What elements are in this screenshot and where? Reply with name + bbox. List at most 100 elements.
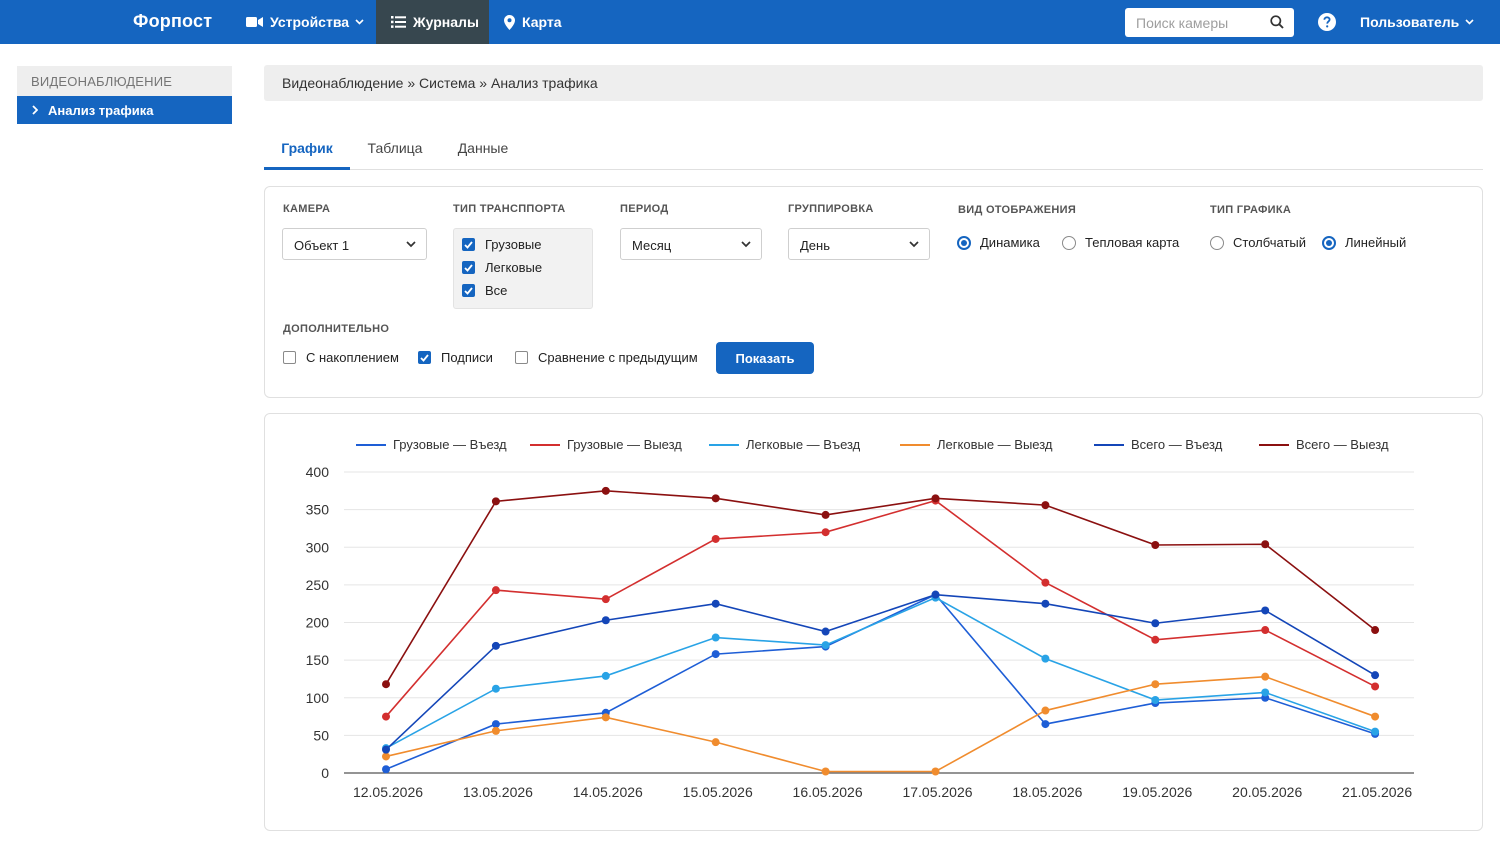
x-tick-label: 20.05.2026 (1232, 784, 1302, 800)
search-icon[interactable] (1270, 15, 1284, 29)
legend-swatch (1094, 443, 1124, 446)
transport-option-all[interactable]: Все (462, 283, 507, 298)
transport-option-trucks[interactable]: Грузовые (462, 237, 541, 252)
user-menu[interactable]: Пользователь (1360, 0, 1474, 44)
data-point (1041, 706, 1050, 715)
tab-table[interactable]: Таблица (367, 140, 423, 156)
checkbox-checked-icon[interactable] (462, 238, 475, 251)
x-tick-label: 18.05.2026 (1012, 784, 1082, 800)
data-point (382, 680, 390, 689)
x-tick-label: 15.05.2026 (683, 784, 753, 800)
data-point (601, 595, 610, 604)
option-cumulative[interactable]: С накоплением (283, 350, 399, 365)
tab-data[interactable]: Данные (457, 140, 509, 156)
y-tick-label: 150 (306, 652, 330, 668)
legend-item[interactable]: Грузовые — Выезд (530, 437, 682, 452)
y-tick-label: 350 (306, 502, 330, 518)
sidebar-item-label: Анализ трафика (48, 102, 154, 118)
legend-item[interactable]: Легковые — Выезд (900, 437, 1053, 452)
data-point (711, 738, 720, 747)
data-point (1151, 680, 1160, 689)
legend-label: Грузовые — Выезд (567, 437, 682, 452)
traffic-line-chart: 0 50 100 150 200 250 300 350 400 12.05.2026 13.05.… (306, 464, 1414, 800)
nav-map[interactable]: Карта (504, 0, 562, 44)
legend-label: Грузовые — Въезд (393, 437, 507, 452)
tab-bar: График Таблица Данные (264, 128, 1483, 170)
data-point (821, 528, 830, 537)
checkbox-checked-icon[interactable] (462, 284, 475, 297)
series-line (385, 596, 1376, 749)
legend-item[interactable]: Грузовые — Въезд (356, 437, 507, 452)
checkbox-label: Грузовые (485, 237, 542, 252)
radio-dynamics[interactable]: Динамика (957, 235, 1040, 250)
legend-label: Всего — Выезд (1296, 437, 1389, 452)
data-point (821, 767, 830, 776)
data-point (382, 752, 390, 761)
y-tick-label: 100 (306, 690, 330, 706)
legend-item[interactable]: Всего — Въезд (1094, 437, 1222, 452)
x-tick-label: 17.05.2026 (902, 784, 972, 800)
nav-map-label: Карта (522, 14, 562, 30)
radio-selected-icon[interactable] (957, 235, 971, 250)
legend-item[interactable]: Всего — Выезд (1259, 437, 1389, 452)
data-point (1041, 654, 1050, 663)
help-icon[interactable] (1318, 13, 1336, 31)
brand-logo[interactable]: Форпост (133, 11, 213, 31)
search-input[interactable] (1136, 14, 1266, 31)
data-point (491, 641, 500, 650)
series-line (385, 490, 1376, 685)
data-point (1371, 712, 1380, 721)
chevron-down-icon (406, 241, 416, 248)
data-point (1371, 682, 1380, 691)
tab-chart[interactable]: График (264, 128, 350, 170)
nav-devices[interactable]: Устройства (246, 0, 364, 44)
show-button[interactable]: Показать (716, 342, 814, 374)
data-point (1151, 619, 1160, 628)
radio-unselected-icon[interactable] (1210, 235, 1224, 250)
series-line (385, 593, 1376, 751)
checkbox-checked-icon[interactable] (462, 261, 475, 274)
data-point (382, 745, 390, 754)
camera-select[interactable]: Объект 1 (282, 228, 427, 260)
radio-heatmap[interactable]: Тепловая карта (1062, 235, 1179, 250)
grouping-select[interactable]: День (788, 228, 930, 260)
transport-option-cars[interactable]: Легковые (462, 260, 542, 275)
series-line (385, 675, 1376, 773)
transport-type-label: ТИП ТРАНСППОРТА (453, 203, 566, 215)
data-point (601, 713, 610, 722)
option-compare-previous[interactable]: Сравнение с предыдущим (515, 350, 698, 365)
period-select[interactable]: Месяц (620, 228, 762, 260)
checkbox-unchecked-icon[interactable] (283, 351, 296, 364)
radio-bar-chart[interactable]: Столбчатый (1210, 235, 1306, 250)
radio-line-chart[interactable]: Линейный (1322, 235, 1406, 250)
data-point (821, 641, 830, 650)
x-tick-label: 14.05.2026 (573, 784, 643, 800)
checkbox-label: С накоплением (306, 350, 399, 365)
checkbox-unchecked-icon[interactable] (515, 351, 528, 364)
checkbox-checked-icon[interactable] (418, 351, 431, 364)
camera-select-value: Объект 1 (294, 238, 350, 253)
x-tick-label: 21.05.2026 (1342, 784, 1412, 800)
radio-unselected-icon[interactable] (1062, 235, 1076, 250)
legend-item[interactable]: Легковые — Въезд (709, 437, 860, 452)
nav-journals[interactable]: Журналы (376, 0, 489, 44)
data-point (491, 726, 500, 735)
data-point (491, 497, 500, 506)
data-point (1261, 606, 1270, 615)
data-point (821, 627, 830, 636)
chevron-right-icon (32, 105, 38, 115)
radio-selected-icon[interactable] (1322, 235, 1336, 250)
user-menu-label: Пользователь (1360, 14, 1460, 30)
data-point (931, 590, 940, 599)
data-point (382, 765, 390, 774)
data-point (1041, 501, 1050, 510)
option-labels[interactable]: Подписи (418, 350, 493, 365)
sidebar-item-traffic-analysis[interactable]: Анализ трафика (17, 96, 232, 124)
nav-devices-label: Устройства (270, 14, 350, 30)
data-point (1041, 578, 1050, 587)
legend-label: Легковые — Въезд (746, 437, 861, 452)
chevron-down-icon (909, 241, 919, 248)
legend-swatch (1259, 443, 1289, 446)
data-point (931, 494, 940, 503)
radio-label: Тепловая карта (1085, 235, 1180, 250)
